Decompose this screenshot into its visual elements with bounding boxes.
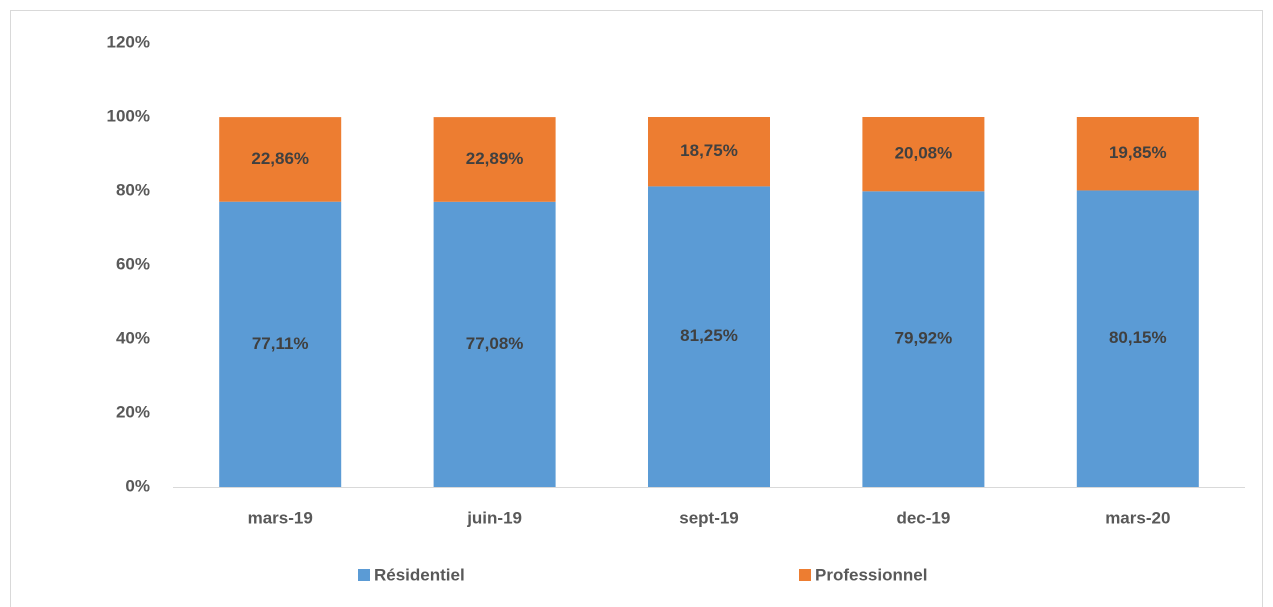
data-label: 79,92% <box>895 329 953 348</box>
data-label: 22,86% <box>251 149 309 168</box>
data-label: 22,89% <box>466 149 524 168</box>
y-tick-label: 80% <box>116 180 150 199</box>
legend-label: Professionnel <box>815 565 927 584</box>
y-tick-label: 60% <box>116 254 150 273</box>
bar-segment <box>219 201 342 487</box>
x-tick-label: mars-19 <box>248 508 313 527</box>
bar-segment <box>219 117 342 202</box>
bar-segment <box>433 201 556 487</box>
data-label: 77,08% <box>466 334 524 353</box>
bar-segment <box>1076 190 1199 487</box>
bar-segment <box>862 117 985 192</box>
legend-swatch <box>799 569 811 581</box>
data-label: 77,11% <box>252 334 309 353</box>
data-label: 81,25% <box>680 326 738 345</box>
x-tick-label: dec-19 <box>896 508 950 527</box>
bar-segment <box>1076 117 1199 191</box>
bar-segment <box>648 186 770 487</box>
data-label: 20,08% <box>895 144 953 163</box>
legend-swatch <box>358 569 370 581</box>
y-tick-label: 40% <box>116 328 150 347</box>
x-tick-label: juin-19 <box>466 508 522 527</box>
bar-segment <box>862 191 985 487</box>
data-label: 18,75% <box>680 141 738 160</box>
data-label: 80,15% <box>1109 328 1167 347</box>
data-label: 19,85% <box>1109 143 1167 162</box>
bar-segment <box>648 117 770 187</box>
y-tick-label: 0% <box>125 476 150 495</box>
x-tick-label: mars-20 <box>1105 508 1170 527</box>
chart-frame <box>10 10 1263 607</box>
x-tick-label: sept-19 <box>679 508 739 527</box>
y-tick-label: 20% <box>116 402 150 421</box>
legend-label: Résidentiel <box>374 565 465 584</box>
y-tick-label: 100% <box>107 106 150 125</box>
bar-segment <box>433 117 556 202</box>
y-tick-label: 120% <box>107 32 150 51</box>
